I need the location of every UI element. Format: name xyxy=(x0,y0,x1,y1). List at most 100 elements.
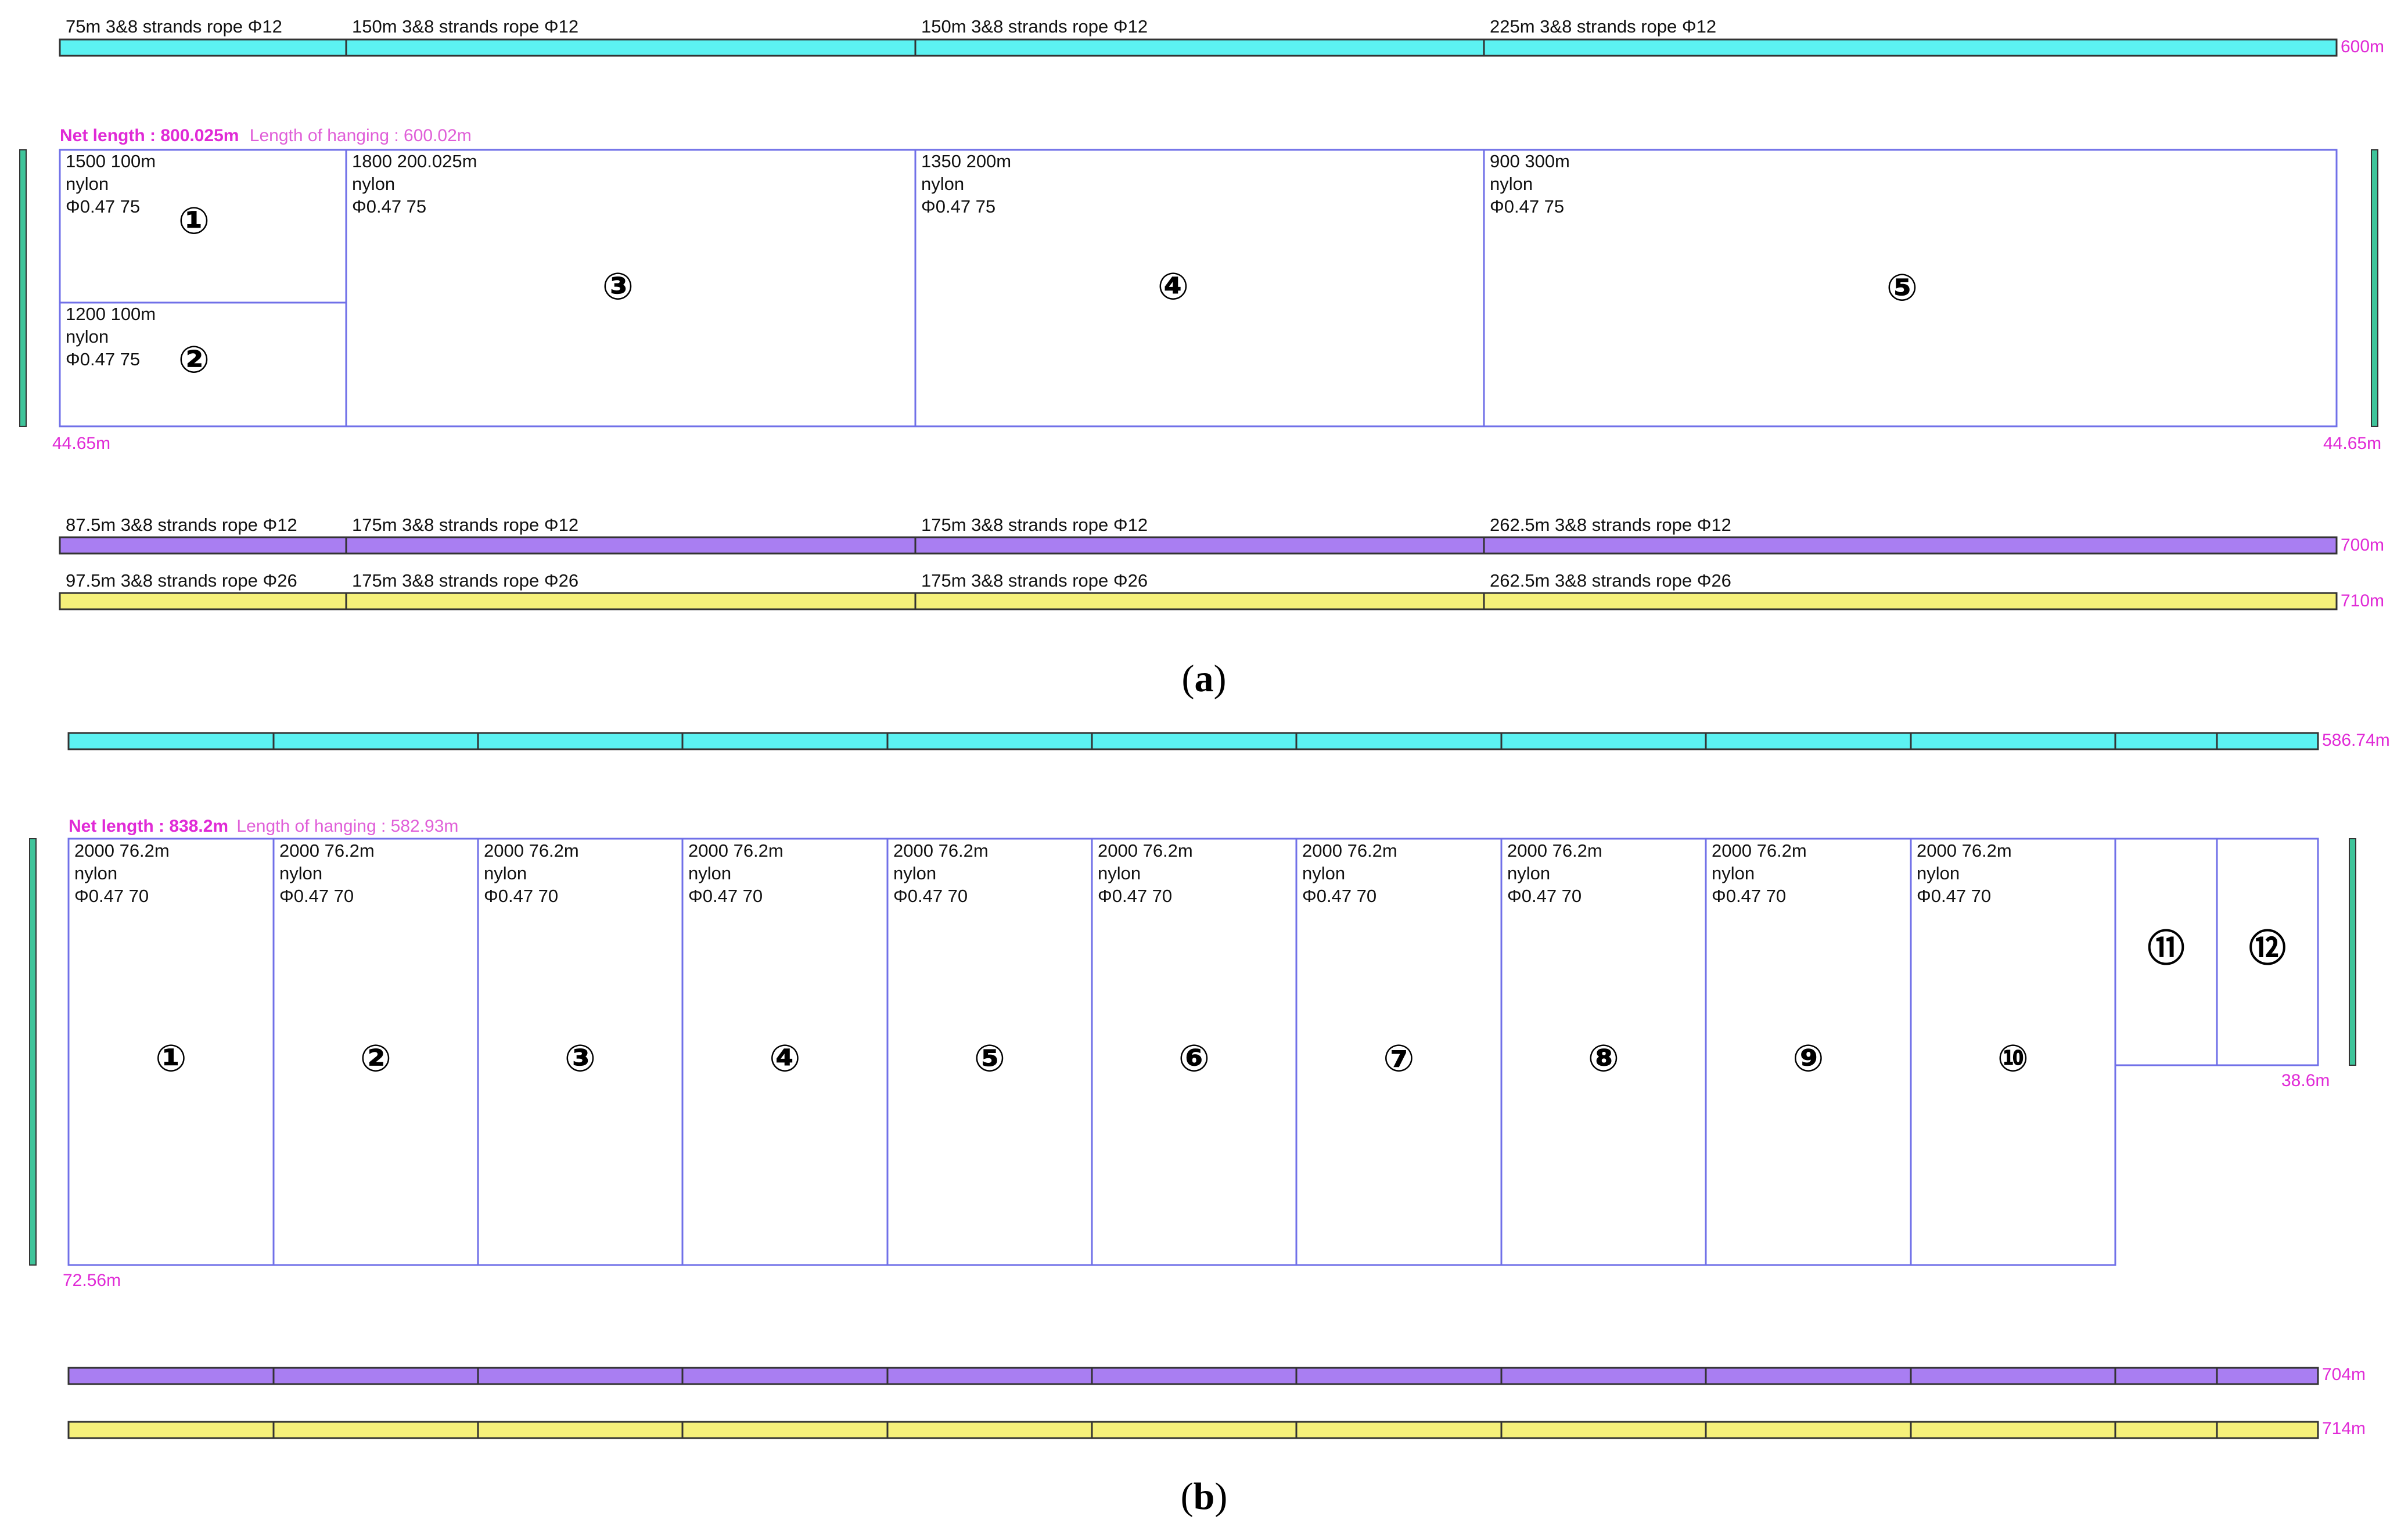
panel-number: ⑥ xyxy=(1178,1037,1210,1079)
caption-b: (b) xyxy=(1181,1475,1228,1518)
panel-material: nylon xyxy=(1712,863,1755,883)
panel-material: nylon xyxy=(1917,863,1960,883)
right-depth-label: 38.6m xyxy=(2281,1071,2330,1090)
panel-number: ① xyxy=(178,200,210,242)
panel-number: ⑤ xyxy=(1886,267,1918,308)
panel-number: ① xyxy=(155,1037,186,1079)
net-length-label: Net length : 800.025m xyxy=(60,126,239,145)
panel-material: nylon xyxy=(688,863,731,883)
lead-rope-bar xyxy=(59,536,2338,555)
panel-mesh-info: 2000 76.2m xyxy=(279,840,375,861)
panel-number: ⑨ xyxy=(1792,1037,1824,1079)
rope-segment-label: 262.5m 3&8 strands rope Φ26 xyxy=(1490,570,1731,591)
net-info: Net length : 838.2m Length of hanging : … xyxy=(69,817,458,836)
panel-number: ④ xyxy=(769,1037,800,1079)
net-panel-12: ⑫ xyxy=(2216,838,2319,1066)
panel-material: nylon xyxy=(74,863,117,883)
caption-letter: a xyxy=(1195,657,1214,700)
rope-segment-label: 87.5m 3&8 strands rope Φ12 xyxy=(66,515,297,535)
panel-number: ③ xyxy=(602,265,634,307)
rope-segment-label: 225m 3&8 strands rope Φ12 xyxy=(1490,16,1716,37)
panel-mesh-info: 2000 76.2m xyxy=(688,840,784,861)
panel-mesh-info: 2000 76.2m xyxy=(74,840,170,861)
panel-number: ⑧ xyxy=(1588,1037,1619,1079)
panel-mesh-info: 2000 76.2m xyxy=(1302,840,1397,861)
panel-material: nylon xyxy=(893,863,936,883)
rope-segment-label: 75m 3&8 strands rope Φ12 xyxy=(66,16,282,37)
panel-twine-info: Φ0.47 70 xyxy=(893,886,968,906)
panel-twine-info: Φ0.47 75 xyxy=(1490,196,1564,217)
hanging-length-label: Length of hanging : 582.93m xyxy=(236,817,458,836)
rope-segment-label: 262.5m 3&8 strands rope Φ12 xyxy=(1490,515,1731,535)
panel-mesh-info: 2000 76.2m xyxy=(1917,840,2012,861)
float-rope-bar xyxy=(67,732,2319,750)
float-rope-b xyxy=(67,732,2319,750)
panel-material: nylon xyxy=(484,863,527,883)
caption-a: (a) xyxy=(1182,657,1227,700)
panel-twine-info: Φ0.47 70 xyxy=(1507,886,1582,906)
float-rope-bar xyxy=(59,38,2338,57)
net-panel-3: 1800 200.025m nylon Φ0.47 75 ③ xyxy=(352,151,634,307)
panel-twine-info: Φ0.47 70 xyxy=(484,886,558,906)
rope-segment-label: 97.5m 3&8 strands rope Φ26 xyxy=(66,570,297,591)
diagram-b: 586.74m Net length : 838.2m Length of ha… xyxy=(29,731,2390,1518)
rope-segment-label: 150m 3&8 strands rope Φ12 xyxy=(352,16,578,37)
panel-material: nylon xyxy=(921,174,964,194)
net-panels-a xyxy=(59,149,2338,427)
panel-number: ⑦ xyxy=(1383,1037,1414,1079)
panel-mesh-info: 1350 200m xyxy=(921,151,1011,171)
panel-mesh-info: 2000 76.2m xyxy=(1507,840,1602,861)
side-pole-left xyxy=(19,149,27,427)
panel-material: nylon xyxy=(1302,863,1345,883)
panel-twine-info: Φ0.47 75 xyxy=(66,196,140,217)
panel-mesh-info: 1200 100m xyxy=(66,304,156,324)
panel-twine-info: Φ0.47 75 xyxy=(921,196,995,217)
panel-material: nylon xyxy=(279,863,322,883)
left-depth-label: 44.65m xyxy=(52,434,110,453)
panel-twine-info: Φ0.47 70 xyxy=(279,886,354,906)
panel-number: ② xyxy=(178,339,210,380)
net-length-label: Net length : 838.2m xyxy=(69,817,228,836)
panel-border xyxy=(59,149,2338,427)
side-pole-right xyxy=(2349,838,2356,1066)
panel-mesh-info: 2000 76.2m xyxy=(1712,840,1807,861)
diagram-a: 75m 3&8 strands rope Φ12 150m 3&8 strand… xyxy=(19,16,2384,700)
rope-segment-label: 175m 3&8 strands rope Φ26 xyxy=(352,570,578,591)
panel-number: ⑩ xyxy=(1997,1037,2029,1079)
panel-mesh-info: 2000 76.2m xyxy=(893,840,989,861)
net-panel-11: ⑪ xyxy=(2114,838,2218,1066)
panel-twine-info: Φ0.47 70 xyxy=(1917,886,1991,906)
float-rope-a: 75m 3&8 strands rope Φ12 150m 3&8 strand… xyxy=(59,16,2384,57)
net-info: Net length : 800.025m Length of hanging … xyxy=(60,126,472,145)
lead-rope-bar xyxy=(67,1367,2319,1385)
panel-number: ⑤ xyxy=(974,1037,1005,1079)
panel-mesh-info: 1800 200.025m xyxy=(352,151,477,171)
ground-rope-b xyxy=(67,1421,2319,1439)
rope-length-label: 586.74m xyxy=(2322,731,2390,750)
ground-rope-bar xyxy=(59,592,2338,610)
right-depth-label: 44.65m xyxy=(2323,434,2381,453)
rope-segment-label: 175m 3&8 strands rope Φ26 xyxy=(921,570,1148,591)
panel-twine-info: Φ0.47 70 xyxy=(1098,886,1172,906)
rope-length-label: 704m xyxy=(2322,1365,2366,1384)
panel-material: nylon xyxy=(1098,863,1141,883)
panel-material: nylon xyxy=(1507,863,1550,883)
hanging-length-label: Length of hanging : 600.02m xyxy=(250,126,472,145)
net-panel-5: 900 300m nylon Φ0.47 75 ⑤ xyxy=(1490,151,1918,308)
lead-rope-a: 87.5m 3&8 strands rope Φ12 175m 3&8 stra… xyxy=(59,515,2384,555)
panel-border xyxy=(2216,838,2319,1066)
rope-segment-label: 175m 3&8 strands rope Φ12 xyxy=(921,515,1148,535)
net-panel-2: 1200 100m nylon Φ0.47 75 ② xyxy=(66,304,210,380)
left-depth-label: 72.56m xyxy=(63,1271,121,1290)
